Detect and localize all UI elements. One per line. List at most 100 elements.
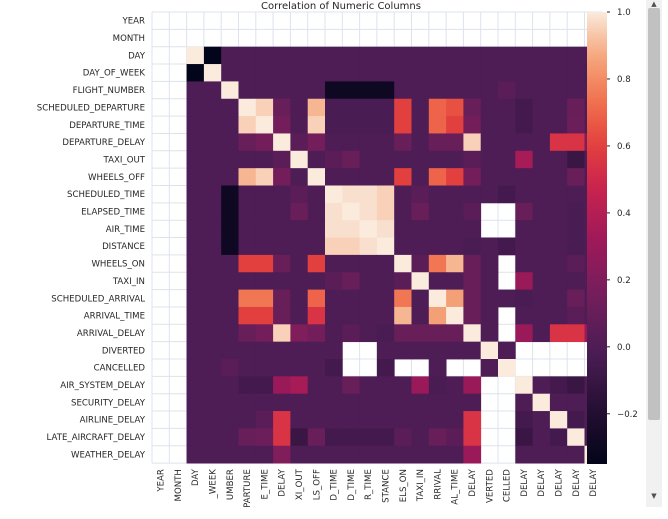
heatmap-cell <box>480 237 499 256</box>
heatmap-cell <box>255 324 274 343</box>
heatmap-cell <box>221 306 239 325</box>
heatmap-cell <box>446 98 464 117</box>
heatmap-cell <box>221 185 239 204</box>
heatmap-cell <box>376 237 395 256</box>
heatmap-cell <box>290 202 309 221</box>
column-tick-label: UMBER <box>226 469 236 500</box>
heatmap-cell <box>255 306 274 325</box>
heatmap-cell <box>394 254 412 273</box>
heatmap-cell <box>411 306 430 325</box>
heatmap-cell <box>394 220 412 238</box>
scroll-up-arrow[interactable]: ▲ <box>651 0 657 8</box>
heatmap-cell <box>342 185 360 204</box>
heatmap-cell <box>411 81 430 100</box>
heatmap-cell <box>307 116 326 134</box>
heatmap-cell <box>446 237 464 256</box>
heatmap-cell <box>325 376 343 395</box>
column-tick-label: E_TIME <box>260 469 270 499</box>
heatmap-cell <box>238 64 257 82</box>
heatmap-cell <box>238 289 257 308</box>
heatmap-cell <box>186 168 205 186</box>
heatmap-cell <box>428 237 447 256</box>
heatmap-cell <box>394 306 412 325</box>
heatmap-cell <box>428 202 447 221</box>
heatmap-cell <box>221 202 239 221</box>
heatmap-cell <box>255 445 274 464</box>
row-tick-label: DAY <box>128 51 146 61</box>
heatmap-cell <box>221 428 239 447</box>
colorbar-tick-label: 0.2 <box>617 276 631 286</box>
heatmap-cell <box>359 168 378 186</box>
heatmap-cell <box>567 393 585 412</box>
heatmap-cell <box>567 289 585 308</box>
heatmap-cell <box>411 185 430 204</box>
heatmap-cell <box>463 428 482 447</box>
heatmap-cell <box>290 341 309 360</box>
heatmap-cell <box>203 306 222 325</box>
heatmap-cell <box>359 393 378 412</box>
heatmap-cell <box>203 254 222 273</box>
heatmap-cell <box>515 185 533 204</box>
heatmap-cell <box>238 46 257 65</box>
heatmap-cell <box>325 393 343 412</box>
heatmap-cell <box>515 411 533 429</box>
heatmap-cell <box>515 220 533 238</box>
heatmap-cell <box>273 237 291 256</box>
heatmap-cell <box>446 272 464 290</box>
column-tick-label: AL_TIME <box>451 469 461 505</box>
heatmap-cell <box>325 220 343 238</box>
heatmap-cell <box>411 46 430 65</box>
heatmap-cell <box>238 393 257 412</box>
heatmap-cell <box>255 150 274 169</box>
heatmap-cell <box>498 133 516 152</box>
heatmap-cell <box>221 116 239 134</box>
heatmap-cell <box>325 185 343 204</box>
heatmap-cell <box>203 64 222 82</box>
heatmap-cell <box>342 220 360 238</box>
heatmap-cell <box>325 237 343 256</box>
column-tick-label: DELAY <box>520 468 530 496</box>
heatmap-cell <box>515 272 533 290</box>
heatmap-cell <box>376 168 395 186</box>
row-tick-label: SCHEDULED_ARRIVAL <box>51 294 145 304</box>
heatmap-cell <box>238 237 257 256</box>
heatmap-cell <box>411 98 430 117</box>
heatmap-cell <box>186 220 205 238</box>
row-tick-label: DAY_OF_WEEK <box>83 69 146 79</box>
heatmap-cell <box>480 150 499 169</box>
heatmap-cell <box>342 202 360 221</box>
heatmap-cell <box>532 116 551 134</box>
heatmap-cell <box>359 289 378 308</box>
heatmap-cell <box>307 237 326 256</box>
heatmap-cell <box>463 64 482 82</box>
heatmap-cell <box>428 185 447 204</box>
heatmap-cell <box>307 306 326 325</box>
row-tick-label: AIR_SYSTEM_DELAY <box>60 381 145 391</box>
heatmap-cell <box>446 46 464 65</box>
heatmap-cell <box>549 306 568 325</box>
heatmap-cell <box>290 411 309 429</box>
scrollbar-thumb[interactable] <box>648 8 660 420</box>
heatmap-cell <box>446 324 464 343</box>
heatmap-cell <box>203 185 222 204</box>
heatmap-cell <box>255 168 274 186</box>
heatmap-cell <box>498 64 516 82</box>
column-tick-label: DELAY <box>468 468 478 496</box>
column-tick-label: TAXI_IN <box>416 469 426 502</box>
heatmap-cell <box>342 445 360 464</box>
heatmap-cell <box>567 168 585 186</box>
heatmap-cell <box>428 341 447 360</box>
heatmap-cell <box>394 64 412 82</box>
heatmap-cell <box>411 341 430 360</box>
scroll-down-arrow[interactable]: ▼ <box>651 492 657 500</box>
heatmap-cell <box>290 64 309 82</box>
heatmap-cell <box>532 133 551 152</box>
heatmap-cell <box>446 220 464 238</box>
column-labels: YEAR MONTH DAY _WEEK UMBER PARTURE E_TIME DELAY… <box>157 468 600 508</box>
column-tick-label: D_TIME <box>330 469 340 501</box>
heatmap-cell <box>394 150 412 169</box>
heatmap-cell <box>325 411 343 429</box>
heatmap-cell <box>498 237 516 256</box>
heatmap-cell <box>549 411 568 429</box>
heatmap-cell <box>376 341 395 360</box>
